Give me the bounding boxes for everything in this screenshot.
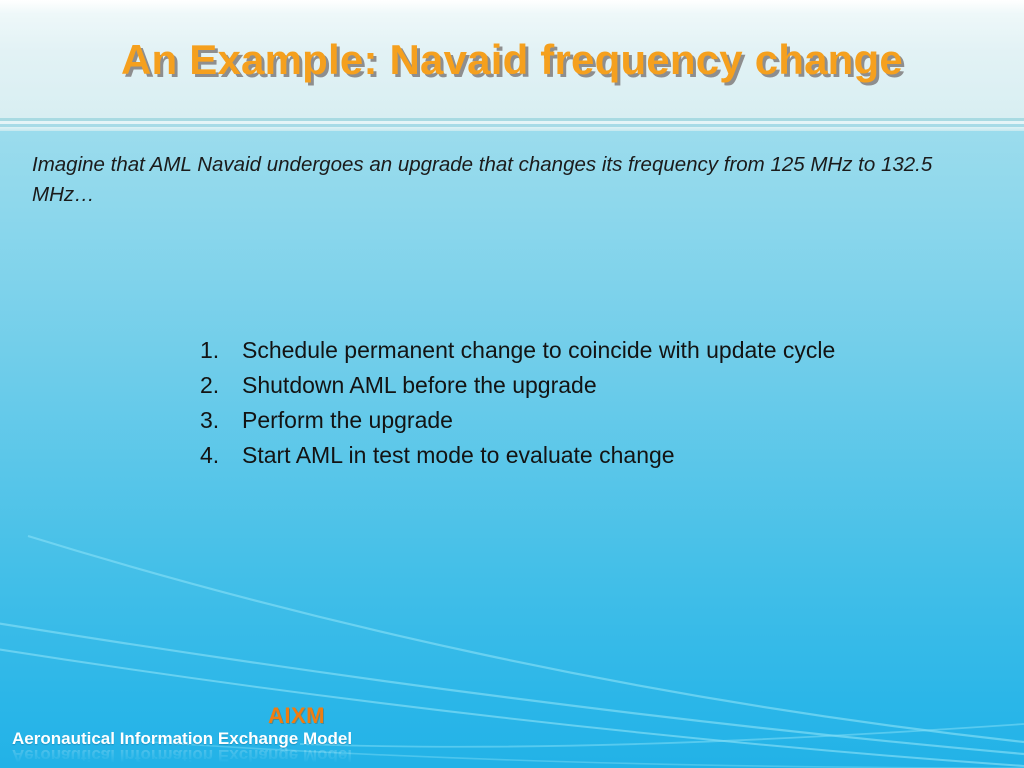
- list-item-number: 3.: [200, 407, 220, 433]
- slide-title: An Example: Navaid frequency change: [121, 36, 903, 83]
- header-divider-line-4: [0, 127, 1024, 131]
- aixm-tagline-reflection: Aeronautical Information Exchange Model: [12, 746, 353, 765]
- list-item-number: 2.: [200, 372, 220, 398]
- footer-logo: AIXM Aeronautical Information Exchange M…: [12, 703, 512, 768]
- list-item: 2. Shutdown AML before the upgrade: [200, 368, 840, 403]
- aixm-tagline: Aeronautical Information Exchange Model: [12, 729, 353, 748]
- list-item-label: Start AML in test mode to evaluate chang…: [242, 442, 675, 468]
- list-item: 1. Schedule permanent change to coincide…: [200, 333, 840, 368]
- list-item: 3. Perform the upgrade: [200, 403, 840, 438]
- header-divider-line-2: [0, 121, 1024, 124]
- list-item-label: Shutdown AML before the upgrade: [242, 372, 597, 398]
- header-divider-line-3: [0, 124, 1024, 127]
- list-item: 4. Start AML in test mode to evaluate ch…: [200, 438, 840, 473]
- header-band: [0, 0, 1024, 118]
- list-item-label: Schedule permanent change to coincide wi…: [242, 337, 836, 363]
- list-item-number: 4.: [200, 442, 220, 468]
- list-item-label: Perform the upgrade: [242, 407, 453, 433]
- intro-paragraph: Imagine that AML Navaid undergoes an upg…: [32, 153, 933, 206]
- aixm-wordmark: AIXM: [268, 703, 325, 728]
- header-divider-line-1: [0, 118, 1024, 121]
- list-item-number: 1.: [200, 337, 220, 363]
- steps-list: 1. Schedule permanent change to coincide…: [200, 333, 840, 473]
